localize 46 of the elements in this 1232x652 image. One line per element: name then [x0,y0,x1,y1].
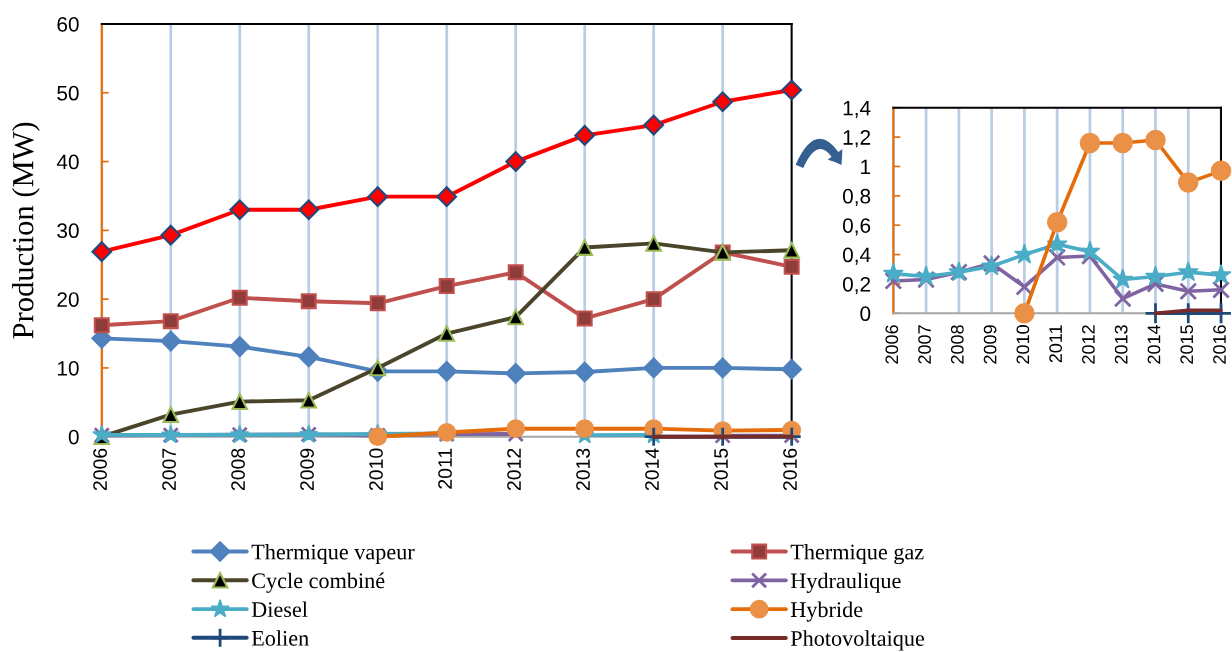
x-tick-label: 2009 [300,448,314,491]
y-tick-label: 0,2 [842,276,871,295]
x-tick-label: 2012 [1082,325,1095,364]
x-tick-label: 2006 [93,448,107,491]
legend-label: Hybride [790,601,863,622]
legend-label: Thermique gaz [790,543,924,565]
legend-label: Photovoltaique [790,630,925,651]
y-tick-label: 30 [57,223,79,239]
x-tick-label: 2016 [783,448,797,491]
y-tick-label: 50 [57,85,79,101]
legend-label: Eolien [251,630,309,646]
x-tick-label: 2009 [983,325,997,364]
x-tick-label: 2014 [645,448,659,491]
y-tick-label: 1,4 [843,100,871,118]
legend-label: Diesel [251,601,308,618]
x-tick-label: 2010 [1016,325,1030,364]
x-tick-label: 2015 [1180,325,1194,364]
x-tick-label: 2008 [950,325,964,364]
y-tick-label: 1,2 [843,130,871,148]
x-tick-label: 2010 [369,448,383,491]
x-tick-label: 2014 [1147,324,1161,364]
x-tick-label: 2011 [438,448,452,489]
legend-label: Thermique vapeur [251,543,415,565]
y-tick-label: 20 [57,292,79,307]
legend-label: Hydraulique [790,572,901,593]
y-tick-label: 0,6 [842,218,871,236]
x-tick-label: 2015 [714,448,728,491]
x-tick-label: 2016 [1213,325,1226,364]
x-tick-label: 2011 [1049,325,1063,363]
x-tick-label: 2013 [1114,325,1128,364]
x-tick-label: 2007 [162,448,176,491]
legend-label: Cycle combiné [252,572,385,593]
x-tick-label: 2012 [507,448,521,491]
x-tick-label: 2008 [231,448,245,491]
x-tick-label: 2013 [576,448,590,491]
y-tick-label: 0,4 [842,247,871,265]
x-tick-label: 2006 [885,325,899,364]
y-tick-label: 60 [57,16,79,32]
y-tick-label: 0 [860,306,871,322]
y-tick-label: 1 [861,159,871,174]
y-tick-label: 0,8 [842,188,871,207]
y-tick-label: 40 [56,154,79,170]
y-tick-label: 10 [57,360,79,376]
y-tick-label: 0 [68,429,79,445]
y-axis-title: Production (MW) [11,122,40,339]
x-tick-label: 2007 [918,325,931,364]
